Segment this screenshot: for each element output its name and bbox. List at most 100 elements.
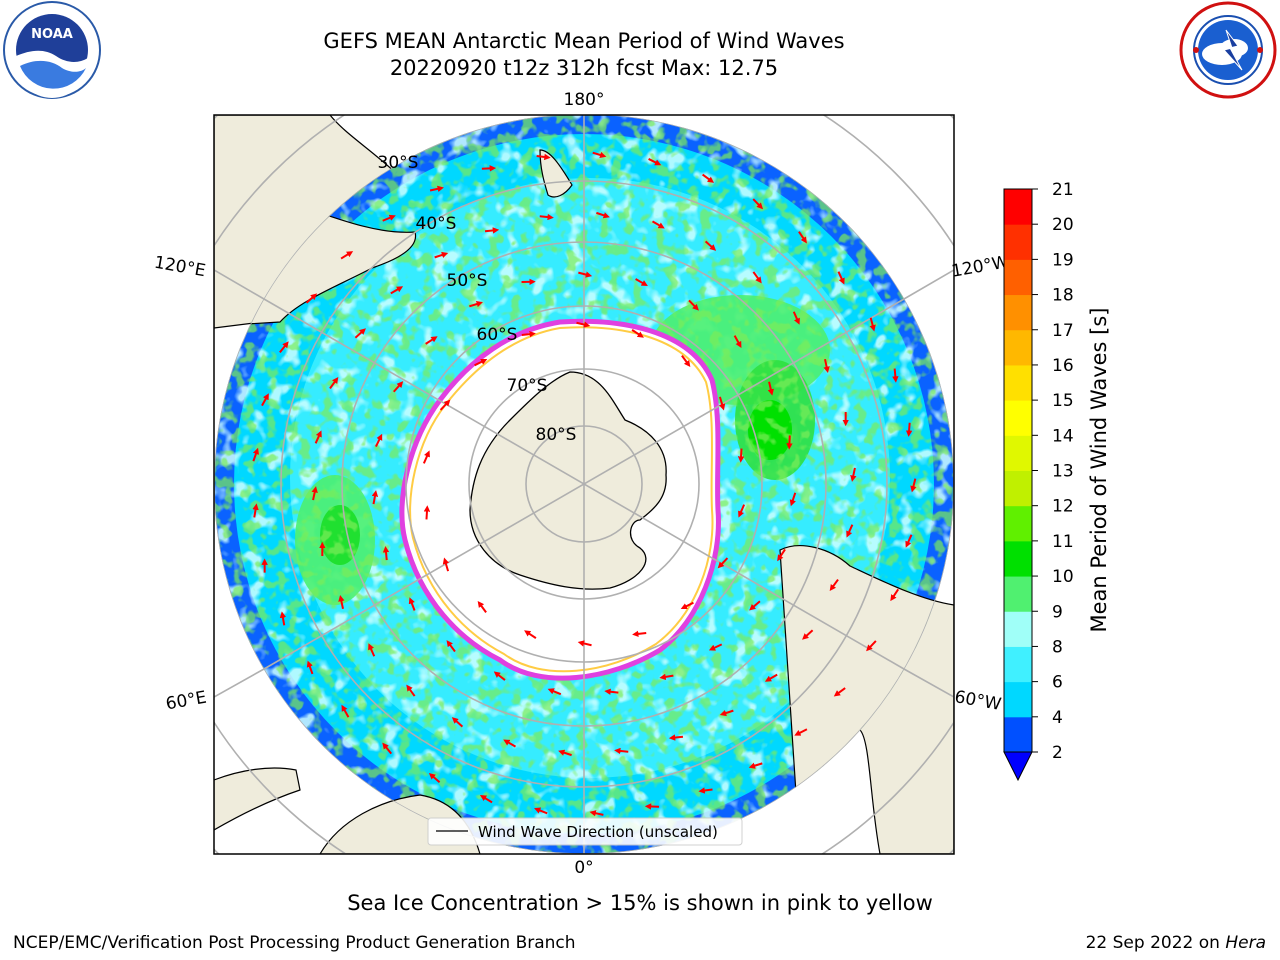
- wind-wave-arrow: [539, 213, 554, 221]
- colorbar-segment: [1004, 224, 1032, 260]
- wind-wave-arrow: [719, 709, 734, 717]
- colorbar-segment: [1004, 646, 1032, 683]
- colorbar-segment: [1004, 435, 1032, 471]
- footer-host: Hera: [1225, 933, 1266, 953]
- wind-wave-arrow: [764, 673, 778, 682]
- colorbar-tick-label: 11: [1052, 532, 1074, 552]
- colorbar-segment: [1004, 470, 1032, 507]
- wind-wave-arrow: [688, 299, 699, 311]
- wind-wave-arrow: [798, 231, 807, 244]
- wind-wave-arrow: [632, 630, 647, 638]
- wind-wave-arrow: [446, 640, 456, 653]
- wind-wave-arrow: [752, 271, 762, 284]
- noaa-logo-icon: NOAA: [3, 1, 101, 99]
- colorbar-tick-label: 6: [1052, 673, 1063, 693]
- wind-wave-arrow: [252, 447, 259, 462]
- wind-wave-arrow: [589, 810, 604, 817]
- colorbar-segment: [1004, 259, 1032, 296]
- wind-wave-arrow: [442, 557, 450, 572]
- wind-wave-arrow: [823, 358, 830, 374]
- wind-wave-arrow: [329, 376, 339, 390]
- footer-producer: NCEP/EMC/Verification Post Processing Pr…: [13, 933, 576, 953]
- colorbar-tick-label: 12: [1052, 497, 1074, 517]
- colorbar-title: Mean Period of Wind Waves [s]: [1087, 308, 1111, 633]
- wind-wave-arrow: [792, 311, 800, 325]
- colorbar-segment: [1004, 505, 1032, 542]
- colorbar-segment: [1004, 329, 1032, 366]
- wind-wave-arrow: [479, 795, 493, 804]
- colorbar-segment: [1004, 400, 1032, 436]
- map-subtitle: 20220920 t12z 312h fcst Max: 12.75: [389, 56, 779, 80]
- graticule: [214, 115, 954, 854]
- footer-date-text: 22 Sep 2022 on: [1085, 933, 1226, 953]
- lon-label-180: 180°: [564, 90, 605, 110]
- wind-wave-arrow: [423, 505, 431, 520]
- lat-label-70s: 70°S: [507, 376, 548, 396]
- wind-wave-arrow: [306, 660, 314, 675]
- wind-wave-arrow: [767, 381, 774, 396]
- wind-wave-arrow: [752, 198, 764, 210]
- wind-wave-arrow: [354, 328, 366, 339]
- wind-wave-arrow: [577, 640, 592, 647]
- wind-wave-arrow: [578, 271, 593, 278]
- wind-wave-arrow: [733, 335, 742, 349]
- wind-wave-arrow: [905, 534, 913, 548]
- antarctica-landmass: [469, 371, 667, 590]
- wind-wave-arrow: [279, 611, 287, 626]
- colorbar-tick-label: 18: [1052, 286, 1074, 306]
- colorbar-segment: [1004, 576, 1032, 612]
- wind-wave-arrow: [311, 486, 318, 501]
- wind-wave-arrow: [371, 490, 379, 505]
- wind-wave-arrow: [631, 329, 644, 338]
- footer-date: 22 Sep 2022 on Hera: [1086, 933, 1266, 953]
- colorbar-tick-label: 16: [1052, 356, 1074, 376]
- wind-wave-arrow: [794, 728, 808, 736]
- wind-wave-arrow: [833, 687, 846, 697]
- wind-wave-arrow: [777, 548, 786, 562]
- lat-label-40s: 40°S: [416, 214, 457, 234]
- sea-ice-caption: Sea Ice Concentration > 15% is shown in …: [347, 891, 933, 915]
- lon-label-120w: 120°W: [950, 252, 1011, 282]
- colorbar-segment: [1004, 716, 1032, 753]
- map-frame: [213, 114, 955, 855]
- wind-wave-arrow: [375, 433, 383, 447]
- wind-wave-arrow: [892, 368, 899, 383]
- colorbar-segment: [1004, 611, 1032, 647]
- national-weather-service-logo-icon: [1179, 1, 1277, 99]
- wind-wave-arrow: [910, 478, 917, 493]
- wind-wave-arrow: [905, 422, 913, 437]
- lat-label-30s: 30°S: [378, 153, 419, 173]
- wind-wave-arrow: [651, 220, 665, 229]
- map-area: [214, 115, 954, 854]
- wind-wave-arrow: [503, 739, 517, 748]
- lon-label-0: 0°: [574, 858, 593, 878]
- wind-wave-arrow: [659, 673, 674, 681]
- wind-wave-arrow: [802, 629, 814, 640]
- wind-wave-arrow: [698, 787, 713, 794]
- colorbar-tick-label: 20: [1052, 215, 1074, 235]
- wind-wave-arrow: [390, 286, 404, 295]
- wind-wave-arrow: [789, 492, 797, 507]
- colorbar-tick-label: 10: [1052, 567, 1074, 587]
- wind-wave-arrow: [524, 630, 537, 639]
- wind-wave-arrow: [429, 185, 444, 192]
- wind-wave-arrow: [704, 240, 717, 251]
- lat-label-50s: 50°S: [447, 271, 488, 291]
- colorbar-segment: [1004, 294, 1032, 331]
- wind-wave-arrow: [484, 227, 500, 234]
- wind-wave-arrow: [408, 597, 416, 611]
- colorbar-segment: [1004, 189, 1032, 225]
- lon-label-120e: 120°E: [153, 253, 207, 282]
- wind-wave-arrow: [469, 300, 483, 308]
- wind-wave-arrow: [829, 578, 839, 592]
- wind-wave-arrow: [261, 393, 269, 407]
- wind-wave-arrow: [340, 251, 354, 260]
- colorbar-segment: [1004, 364, 1032, 401]
- wind-wave-arrow: [451, 717, 464, 728]
- wind-wave-arrow: [708, 643, 723, 651]
- colorbar-tick-label: 19: [1052, 250, 1074, 270]
- wind-wave-arrow: [702, 173, 715, 183]
- wind-wave-arrow: [866, 640, 877, 652]
- wind-wave-arrow: [341, 704, 350, 718]
- wind-wave-arrow: [279, 341, 289, 353]
